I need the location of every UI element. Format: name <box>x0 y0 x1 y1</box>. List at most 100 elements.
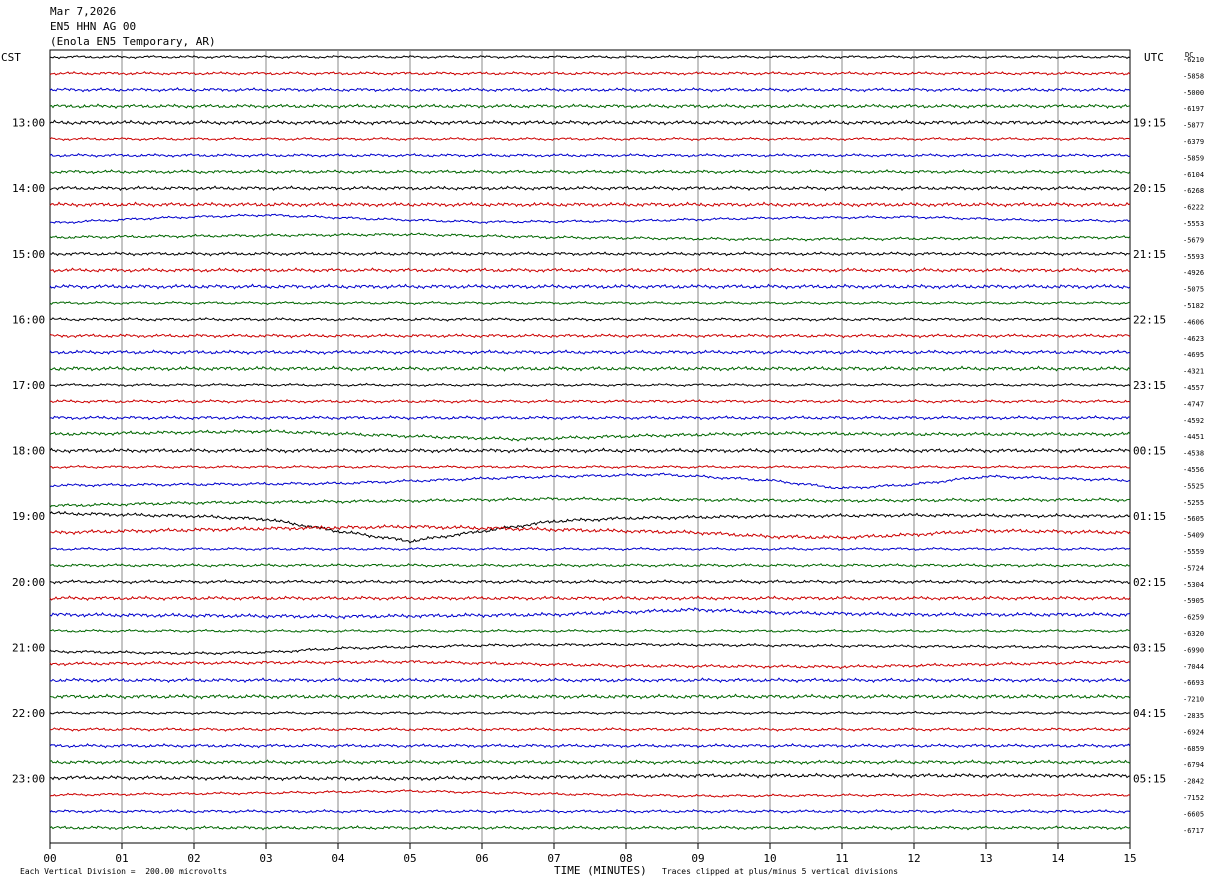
x-tick-label-01: 01 <box>115 852 128 865</box>
trace-3 <box>49 103 1131 110</box>
right-hour-label-4: 19:15 <box>1133 117 1166 130</box>
dc-offset-1: -5858 <box>1183 72 1204 80</box>
trace-16 <box>49 316 1131 322</box>
left-hour-label-8: 14:00 <box>12 182 45 195</box>
dc-offset-33: -5905 <box>1183 597 1204 605</box>
dc-offset-47: -6717 <box>1183 827 1204 835</box>
dc-offset-12: -5593 <box>1183 253 1204 261</box>
dc-offset-41: -6924 <box>1183 728 1204 736</box>
dc-offset-29: -5409 <box>1183 532 1204 540</box>
x-tick-label-13: 13 <box>979 852 992 865</box>
dc-offset-44: -2842 <box>1183 778 1204 786</box>
right-hour-label-12: 21:15 <box>1133 248 1166 261</box>
trace-32 <box>49 579 1131 585</box>
dc-offset-7: -6104 <box>1183 171 1204 179</box>
dc-offset-34: -6259 <box>1183 614 1204 622</box>
trace-8 <box>49 185 1131 192</box>
plot-header: Mar 7,2026 EN5 HHN AG 00 (Enola EN5 Temp… <box>50 4 216 49</box>
trace-28 <box>49 510 1131 544</box>
dc-offset-labels: -6210 -5858 -5000 -6197 -5877 -6379 -5859 -6104… <box>1183 56 1204 835</box>
trace-37 <box>49 659 1130 670</box>
dc-offset-15: -5182 <box>1183 302 1204 310</box>
plot-frame <box>49 49 1131 844</box>
trace-19 <box>49 365 1131 372</box>
dc-offset-21: -4747 <box>1183 400 1204 408</box>
dc-offset-36: -6990 <box>1183 646 1204 654</box>
x-tick-label-03: 03 <box>259 852 272 865</box>
dc-offset-2: -5000 <box>1183 89 1204 97</box>
dc-offset-37: -7044 <box>1183 663 1204 671</box>
dc-offset-43: -6794 <box>1183 761 1204 769</box>
trace-42 <box>49 743 1131 749</box>
right-hour-label-32: 02:15 <box>1133 576 1166 589</box>
trace-36 <box>49 642 1131 656</box>
trace-4 <box>49 119 1131 126</box>
trace-41 <box>49 726 1131 732</box>
trace-13 <box>49 267 1131 274</box>
trace-23 <box>49 428 1131 442</box>
date-label: Mar 7,2026 <box>50 5 117 18</box>
trace-10 <box>49 213 1131 225</box>
utc-label: UTC <box>1144 51 1164 64</box>
x-tick-label-07: 07 <box>547 852 560 865</box>
dc-offset-38: -6693 <box>1183 679 1204 687</box>
trace-30 <box>49 546 1131 552</box>
trace-9 <box>49 201 1131 208</box>
dc-offset-23: -4451 <box>1183 433 1204 441</box>
trace-46 <box>49 808 1131 814</box>
x-tick-label-08: 08 <box>619 852 632 865</box>
left-hour-label-20: 17:00 <box>12 379 45 392</box>
right-hour-label-36: 03:15 <box>1133 641 1166 654</box>
dc-offset-3: -6197 <box>1183 105 1204 113</box>
dc-offset-40: -2835 <box>1183 712 1204 720</box>
right-hour-label-16: 22:15 <box>1133 313 1166 326</box>
trace-33 <box>49 595 1131 602</box>
x-tick-label-11: 11 <box>835 852 848 865</box>
dc-offset-5: -6379 <box>1183 138 1204 146</box>
trace-45 <box>49 789 1131 798</box>
left-hour-label-40: 22:00 <box>12 707 45 720</box>
x-axis-ticks: 00 01 02 03 04 05 06 07 08 09 10 11 12 13 14 15 <box>43 843 1137 865</box>
trace-25 <box>49 464 1131 470</box>
trace-43 <box>49 759 1131 765</box>
trace-18 <box>49 349 1131 356</box>
right-hour-label-40: 04:15 <box>1133 707 1166 720</box>
x-tick-label-12: 12 <box>907 852 920 865</box>
dc-offset-31: -5724 <box>1183 564 1204 572</box>
trace-15 <box>49 300 1131 306</box>
dc-offset-13: -4926 <box>1183 269 1204 277</box>
dc-offset-9: -6222 <box>1183 204 1204 212</box>
dc-offset-11: -5679 <box>1183 236 1204 244</box>
dc-offset-42: -6859 <box>1183 745 1204 753</box>
dc-offset-19: -4321 <box>1183 368 1204 376</box>
trace-26 <box>49 472 1131 490</box>
x-axis-title: TIME (MINUTES) <box>554 864 647 877</box>
dc-offset-35: -6320 <box>1183 630 1204 638</box>
trace-22 <box>49 415 1130 421</box>
right-hour-label-8: 20:15 <box>1133 182 1166 195</box>
trace-31 <box>49 562 1131 568</box>
dc-offset-0: -6210 <box>1183 56 1204 64</box>
dc-header-label: DC <box>1185 51 1193 59</box>
trace-27 <box>49 496 1131 508</box>
dc-offset-27: -5255 <box>1183 499 1204 507</box>
left-hour-label-16: 16:00 <box>12 313 45 326</box>
dc-offset-4: -5877 <box>1183 122 1204 130</box>
dc-offset-28: -5605 <box>1183 515 1204 523</box>
trace-21 <box>50 398 1131 404</box>
right-hour-label-24: 00:15 <box>1133 445 1166 458</box>
x-tick-label-15: 15 <box>1123 852 1136 865</box>
dc-offset-17: -4623 <box>1183 335 1204 343</box>
dc-offset-22: -4592 <box>1183 417 1204 425</box>
dc-offset-16: -4606 <box>1183 318 1204 326</box>
dc-offset-14: -5075 <box>1183 286 1204 294</box>
x-tick-label-00: 00 <box>43 852 56 865</box>
left-hour-label-12: 15:00 <box>12 248 45 261</box>
minute-gridlines <box>121 50 1059 843</box>
trace-11 <box>49 232 1131 242</box>
x-tick-label-06: 06 <box>475 852 488 865</box>
left-hour-label-44: 23:00 <box>12 773 45 786</box>
right-hour-label-20: 23:15 <box>1133 379 1166 392</box>
dc-offset-10: -5553 <box>1183 220 1204 228</box>
